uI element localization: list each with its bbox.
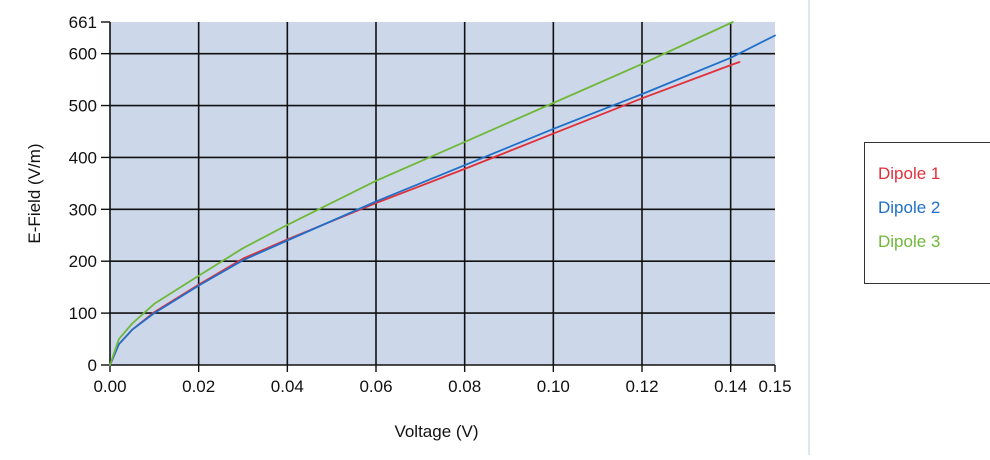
series-line-dipole-2 <box>109 34 776 366</box>
y-axis-title: E-Field (V/m) <box>25 143 44 243</box>
x-tick-label: 0.15 <box>758 377 791 396</box>
x-tick-label: 0.14 <box>714 377 747 396</box>
x-tick-label: 0.04 <box>271 377 304 396</box>
x-tick-label: 0.10 <box>537 377 570 396</box>
x-tick-label: 0.12 <box>625 377 658 396</box>
line-chart: 0.00 0.02 0.04 0.06 0.08 0.10 0.12 0.14 0.15 0 100… <box>25 13 792 441</box>
y-tick-label: 300 <box>69 200 97 219</box>
series-line-dipole-3 <box>109 21 734 366</box>
x-axis-title: Voltage (V) <box>394 422 478 441</box>
x-tick-label: 0.02 <box>182 377 215 396</box>
y-tick-label: 400 <box>69 148 97 167</box>
y-tick-label: 500 <box>69 97 97 116</box>
y-tick-label: 0 <box>88 356 97 375</box>
plot-area <box>110 22 775 365</box>
y-tick-label: 200 <box>69 252 97 271</box>
x-tick-label: 0.08 <box>448 377 481 396</box>
legend-entry-dipole-2: Dipole 2 <box>878 198 941 217</box>
x-tick-label: 0.00 <box>93 377 126 396</box>
panel-divider <box>808 0 810 455</box>
legend-entry-dipole-3: Dipole 3 <box>878 232 941 251</box>
legend-entry-dipole-1: Dipole 1 <box>878 164 941 183</box>
y-tick-label: 600 <box>69 45 97 64</box>
y-tick-label: 661 <box>69 13 97 32</box>
y-tick-label: 100 <box>69 304 97 323</box>
legend: Dipole 1 Dipole 2 Dipole 3 <box>864 142 990 284</box>
x-tick-label: 0.06 <box>359 377 392 396</box>
plot-panel: 0.00 0.02 0.04 0.06 0.08 0.10 0.12 0.14 0.15 0 100… <box>25 13 792 441</box>
